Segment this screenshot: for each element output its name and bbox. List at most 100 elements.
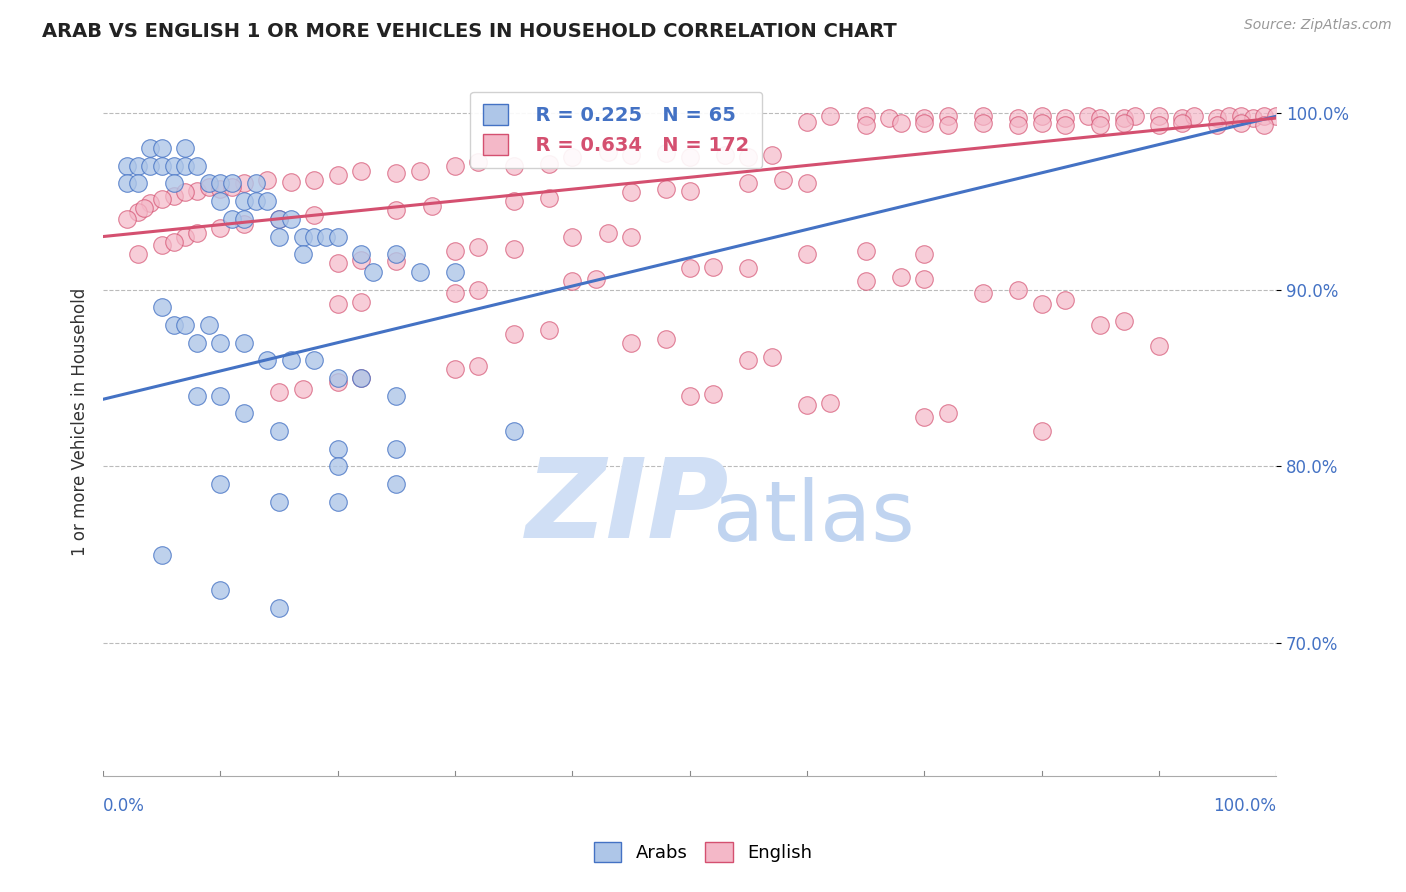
Point — [1053, 293, 1076, 308]
Point — [585, 272, 607, 286]
Point — [702, 387, 724, 401]
Point — [385, 389, 408, 403]
Point — [972, 116, 994, 130]
Point — [127, 177, 149, 191]
Point — [304, 173, 326, 187]
Point — [655, 146, 678, 161]
Legend: Arabs, English: Arabs, English — [586, 834, 820, 870]
Point — [209, 177, 232, 191]
Point — [444, 244, 467, 258]
Point — [737, 150, 759, 164]
Point — [620, 335, 643, 350]
Point — [150, 238, 173, 252]
Point — [502, 159, 524, 173]
Point — [162, 177, 184, 191]
Point — [197, 177, 219, 191]
Point — [502, 326, 524, 341]
Point — [326, 256, 349, 270]
Point — [361, 265, 384, 279]
Point — [502, 424, 524, 438]
Point — [326, 371, 349, 385]
Point — [1171, 116, 1194, 130]
Point — [596, 226, 619, 240]
Point — [714, 148, 737, 162]
Point — [174, 186, 197, 200]
Point — [221, 177, 243, 191]
Point — [409, 265, 432, 279]
Point — [1053, 111, 1076, 125]
Point — [221, 180, 243, 194]
Point — [315, 229, 337, 244]
Point — [678, 389, 700, 403]
Point — [972, 286, 994, 301]
Point — [150, 193, 173, 207]
Point — [115, 159, 138, 173]
Point — [162, 189, 184, 203]
Point — [197, 180, 219, 194]
Point — [174, 159, 197, 173]
Point — [127, 247, 149, 261]
Point — [385, 247, 408, 261]
Point — [737, 177, 759, 191]
Point — [678, 184, 700, 198]
Point — [326, 459, 349, 474]
Point — [209, 335, 232, 350]
Point — [1007, 118, 1029, 132]
Point — [1088, 118, 1111, 132]
Point — [245, 177, 267, 191]
Point — [139, 159, 162, 173]
Point — [232, 217, 254, 231]
Point — [620, 229, 643, 244]
Point — [1088, 318, 1111, 332]
Point — [1230, 109, 1253, 123]
Point — [326, 168, 349, 182]
Point — [620, 186, 643, 200]
Point — [186, 226, 208, 240]
Point — [350, 371, 373, 385]
Point — [209, 477, 232, 491]
Point — [267, 601, 290, 615]
Point — [1206, 111, 1229, 125]
Point — [280, 211, 302, 226]
Point — [267, 211, 290, 226]
Point — [1112, 314, 1135, 328]
Point — [1007, 111, 1029, 125]
Point — [256, 353, 278, 368]
Point — [1253, 109, 1275, 123]
Point — [232, 177, 254, 191]
Point — [245, 194, 267, 209]
Point — [1147, 118, 1170, 132]
Point — [209, 220, 232, 235]
Point — [1112, 116, 1135, 130]
Point — [385, 202, 408, 217]
Point — [467, 155, 489, 169]
Point — [162, 235, 184, 249]
Point — [186, 389, 208, 403]
Point — [1147, 339, 1170, 353]
Point — [561, 274, 583, 288]
Point — [150, 159, 173, 173]
Point — [267, 229, 290, 244]
Point — [280, 353, 302, 368]
Point — [855, 244, 877, 258]
Point — [209, 194, 232, 209]
Point — [1053, 118, 1076, 132]
Point — [890, 116, 912, 130]
Point — [186, 159, 208, 173]
Point — [150, 548, 173, 562]
Point — [678, 150, 700, 164]
Legend:   R = 0.225   N = 65,   R = 0.634   N = 172: R = 0.225 N = 65, R = 0.634 N = 172 — [470, 92, 762, 168]
Point — [209, 583, 232, 598]
Point — [655, 182, 678, 196]
Point — [186, 335, 208, 350]
Point — [409, 164, 432, 178]
Point — [256, 194, 278, 209]
Point — [350, 247, 373, 261]
Point — [890, 270, 912, 285]
Point — [444, 286, 467, 301]
Point — [150, 141, 173, 155]
Point — [267, 211, 290, 226]
Point — [467, 283, 489, 297]
Point — [444, 362, 467, 376]
Point — [1007, 283, 1029, 297]
